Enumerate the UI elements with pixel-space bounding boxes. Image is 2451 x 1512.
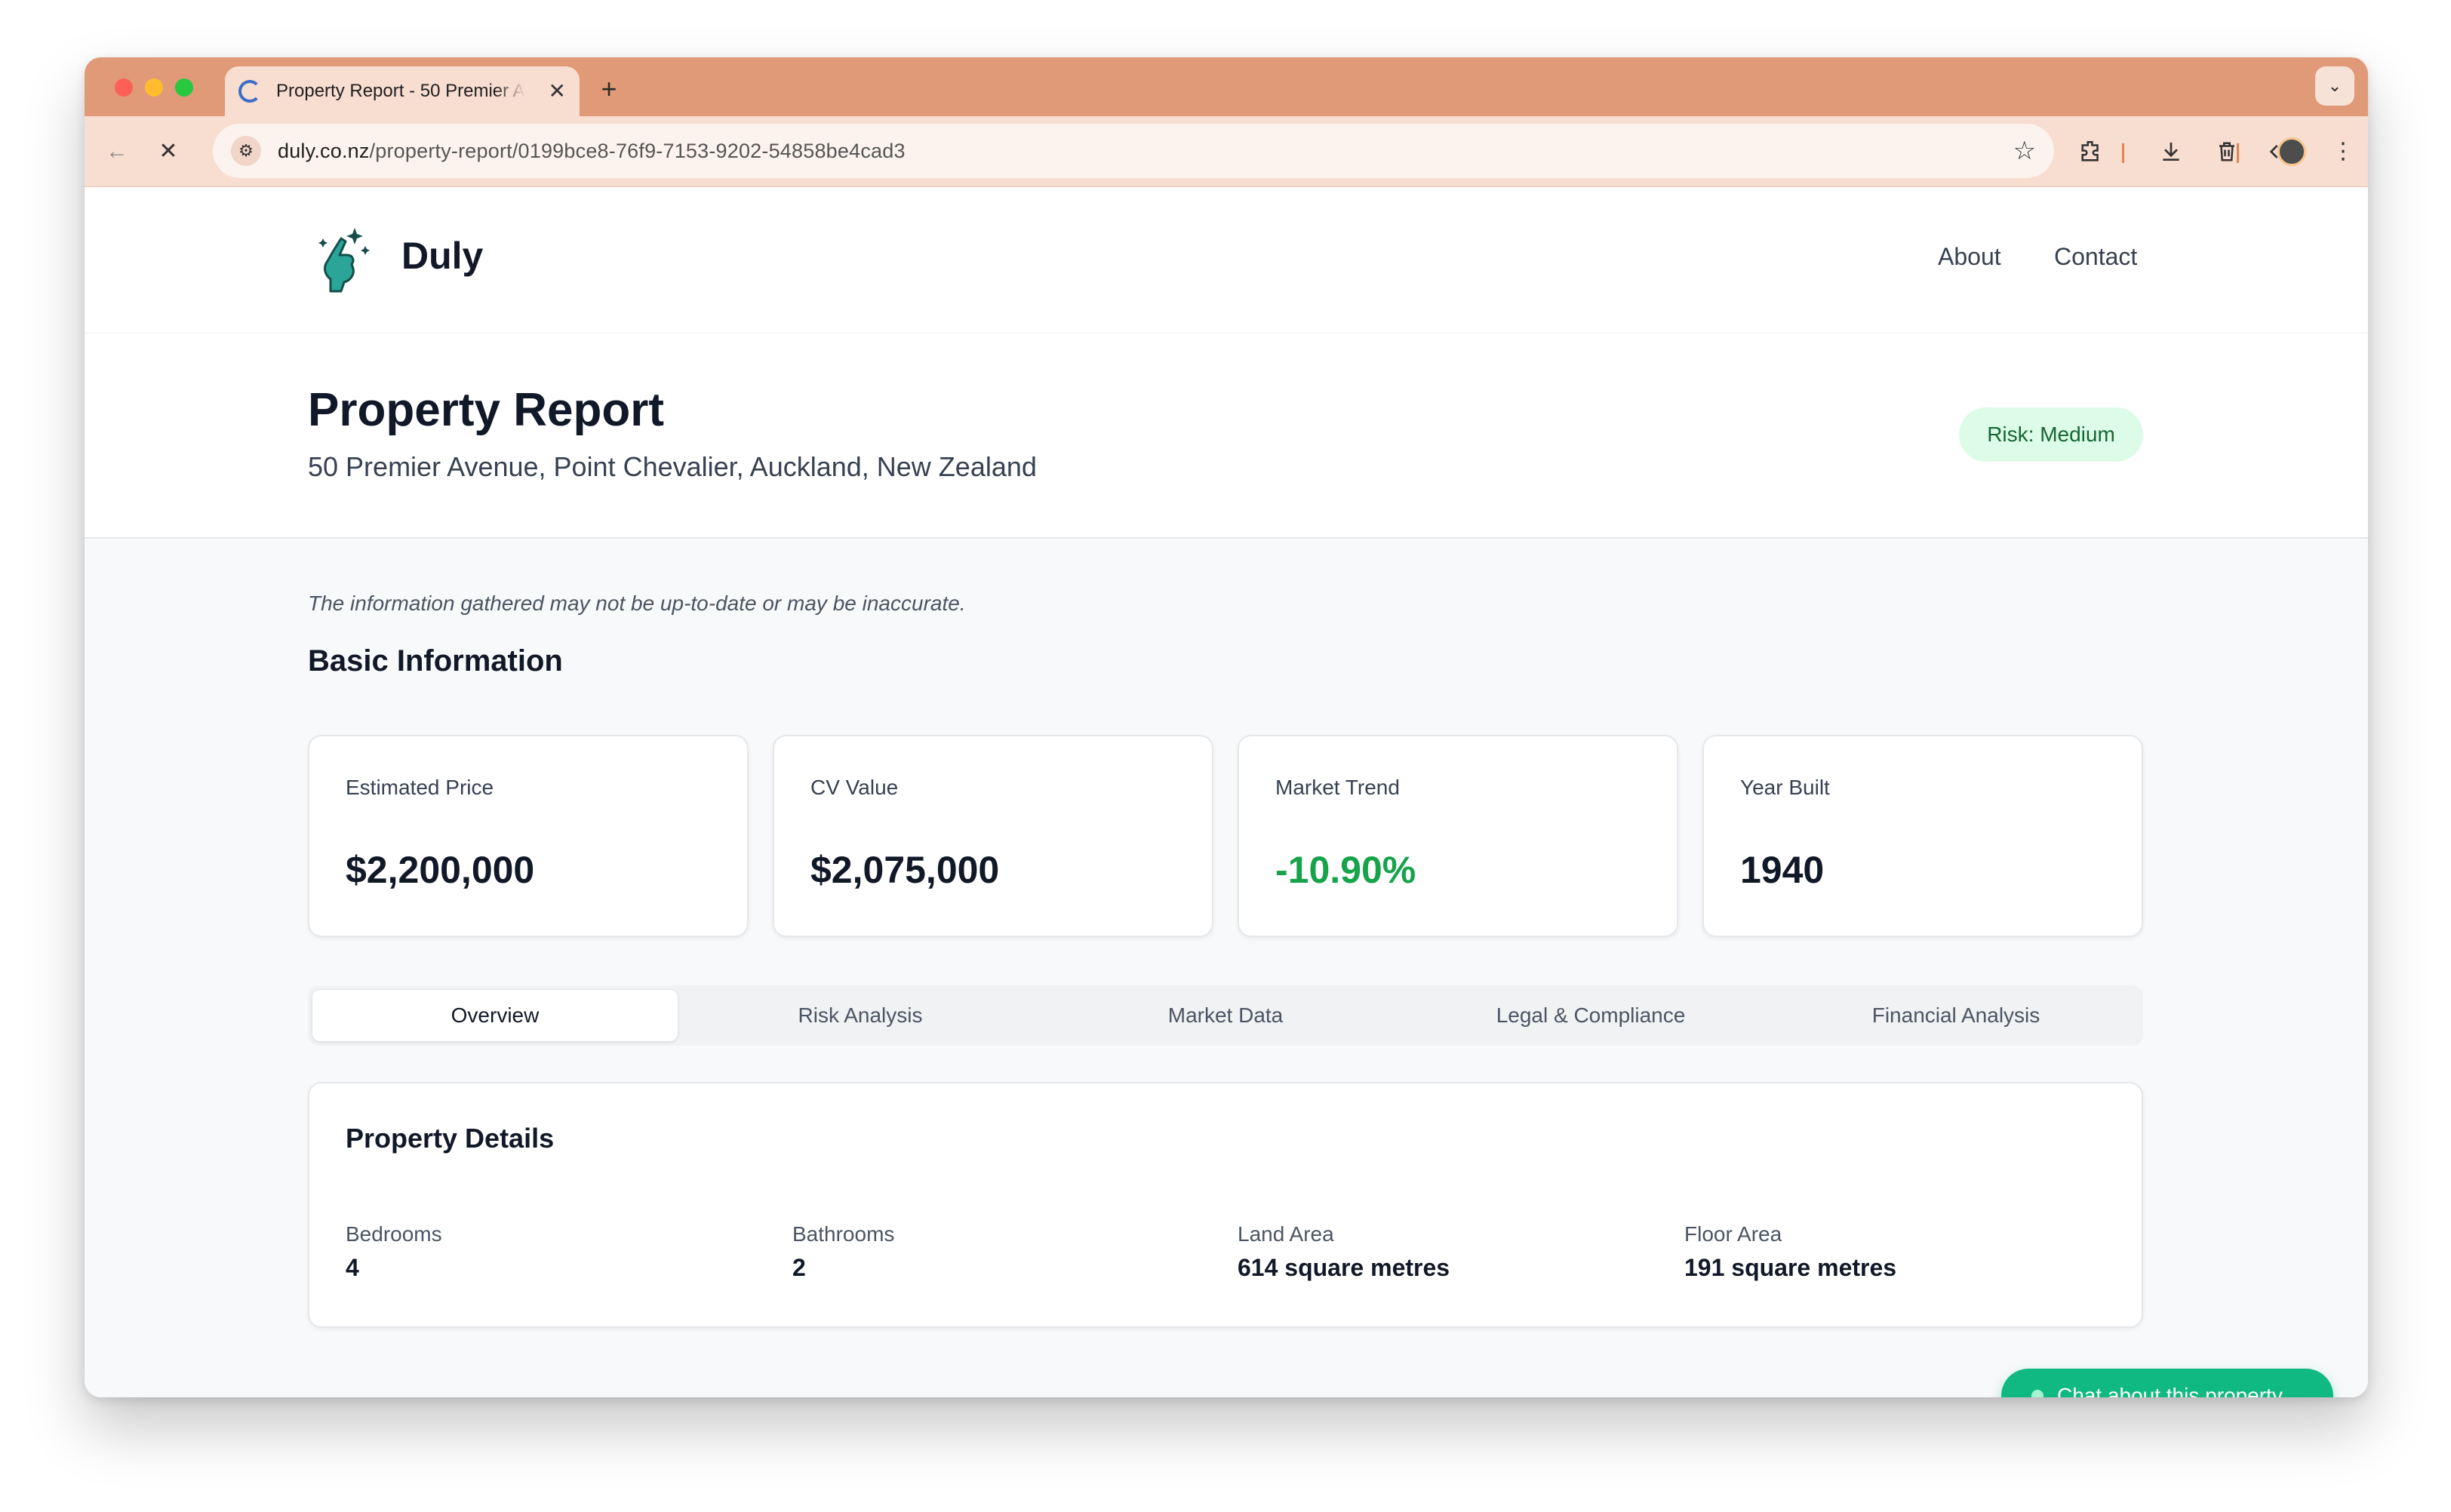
tab-search-button[interactable]: ⌄ [2315,66,2354,106]
property-details-card: Property Details Bedrooms 4 Bathrooms 2 … [308,1082,2143,1328]
estimated-price-card: Estimated Price $2,200,000 [308,735,749,937]
card-label: Year Built [1740,776,1830,799]
detail-label: Bathrooms [792,1222,895,1246]
card-value: 1940 [1740,849,1825,891]
download-icon[interactable] [2152,133,2190,171]
trash-icon[interactable] [2208,133,2246,171]
url-text[interactable]: duly.co.nz/property-report/0199bce8-76f9… [278,140,906,163]
nav-contact-link[interactable]: Contact [2054,243,2138,270]
tab-market-data[interactable]: Market Data [1167,1003,1284,1027]
chat-about-property-button[interactable]: Chat about this property [2001,1369,2333,1397]
url-path: /property-report/0199bce8-76f9-7153-9202… [369,139,906,162]
chat-button-label: Chat about this property [2057,1384,2283,1397]
report-hero: Property Report 50 Premier Avenue, Point… [85,333,2368,539]
detail-floor-area: Floor Area 191 square metres [1684,1222,1896,1282]
detail-label: Bedrooms [346,1222,442,1246]
duly-logo-icon[interactable] [311,225,371,297]
disclaimer-text: The information gathered may not be up-t… [308,592,966,615]
tab-legal-compliance[interactable]: Legal & Compliance [1496,1003,1686,1027]
card-label: Estimated Price [346,776,494,799]
extensions-puzzle-icon[interactable] [2072,133,2110,171]
year-built-card: Year Built 1940 [1702,735,2143,937]
brand-name[interactable]: Duly [401,235,484,277]
detail-value: 191 square metres [1684,1254,1897,1281]
minimize-window-button[interactable] [145,78,163,97]
page-content: Duly About Contact Property Report 50 Pr… [85,187,2368,1397]
detail-bedrooms: Bedrooms 4 [346,1222,442,1282]
tab-close-icon[interactable]: ✕ [548,79,566,103]
cv-value-card: CV Value $2,075,000 [773,735,1213,937]
toolbar-divider [2122,143,2124,163]
property-details-heading: Property Details [346,1123,555,1154]
browser-window: Property Report - 50 Premier Avenue, Poi… [85,57,2368,1397]
site-header: Duly About Contact [85,187,2368,333]
tab-title: Property Report - 50 Premier Avenue, Poi… [276,81,525,101]
card-value: -10.90% [1275,849,1416,891]
site-settings-icon[interactable]: ⚙ [231,136,261,166]
detail-value: 614 square metres [1238,1254,1450,1281]
detail-label: Floor Area [1684,1222,1782,1246]
card-label: CV Value [810,776,899,799]
page-title: Property Report [308,384,664,436]
detail-bathrooms: Bathrooms 2 [792,1222,894,1282]
close-window-button[interactable] [115,78,133,97]
detail-label: Land Area [1238,1222,1334,1246]
tab-strip: Property Report - 50 Premier Avenue, Poi… [85,57,2368,116]
back-button[interactable]: ← [106,139,128,164]
tab-financial-analysis[interactable]: Financial Analysis [1871,1003,2040,1027]
toolbar-divider-2 [2237,143,2239,163]
card-label: Market Trend [1275,776,1400,799]
online-dot-icon [2031,1390,2044,1397]
report-tabs: Overview Risk Analysis Market Data Legal… [308,985,2143,1046]
detail-value: 2 [792,1254,806,1281]
risk-badge: Risk: Medium [1959,407,2143,462]
new-tab-button[interactable]: + [601,73,617,104]
browser-tab-active[interactable]: Property Report - 50 Premier Avenue, Poi… [225,66,580,116]
maximize-window-button[interactable] [175,78,193,97]
property-address: 50 Premier Avenue, Point Chevalier, Auck… [308,451,1037,482]
bookmark-star-icon[interactable]: ☆ [2013,137,2036,165]
tab-risk-analysis[interactable]: Risk Analysis [798,1003,923,1027]
basic-information-heading: Basic Information [308,644,563,678]
favicon-icon [238,80,261,103]
card-value: $2,200,000 [346,849,535,891]
profile-avatar[interactable] [2277,137,2306,166]
detail-value: 4 [346,1254,359,1281]
card-value: $2,075,000 [810,849,1000,891]
address-bar[interactable]: ⚙ duly.co.nz/property-report/0199bce8-76… [213,124,2054,178]
url-host: duly.co.nz [278,139,370,162]
market-trend-card: Market Trend -10.90% [1238,735,1678,937]
browser-menu-icon[interactable]: ⋮ [2332,139,2354,164]
browser-toolbar: ← ✕ ⚙ duly.co.nz/property-report/0199bce… [85,116,2368,187]
stop-loading-button[interactable]: ✕ [158,139,178,164]
tab-overview[interactable]: Overview [312,990,678,1041]
detail-land-area: Land Area 614 square metres [1238,1222,1450,1282]
nav-about-link[interactable]: About [1938,243,2001,270]
